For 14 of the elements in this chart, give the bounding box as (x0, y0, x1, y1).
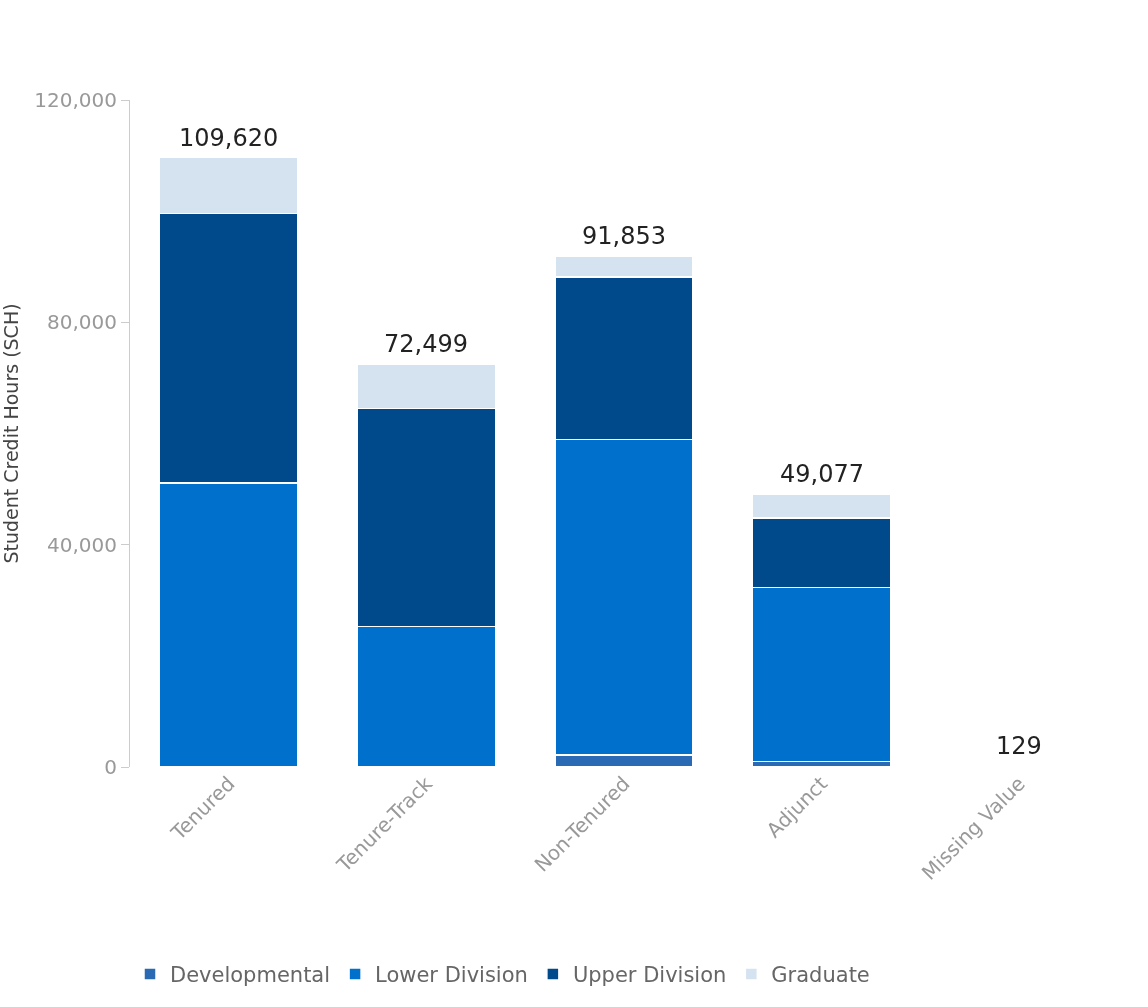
total-label: 49,077 (780, 460, 864, 488)
y-tick-label: 0 (104, 755, 117, 779)
legend-label: Developmental (170, 963, 331, 988)
legend-label: Upper Division (572, 963, 727, 988)
y-tick-label: 80,000 (47, 310, 117, 335)
y-tick-label: 120,000 (34, 88, 117, 112)
total-label: 72,499 (384, 330, 468, 358)
legend-label: Lower Division (375, 963, 528, 988)
total-label: 129 (996, 732, 1042, 760)
y-tick-label: 40,000 (47, 532, 117, 557)
legend-label: Graduate (771, 963, 870, 988)
total-label: 109,620 (179, 124, 279, 152)
total-label: 91,853 (582, 222, 666, 250)
y-axis-title: Student Credit Hours (SCH) (0, 303, 22, 564)
